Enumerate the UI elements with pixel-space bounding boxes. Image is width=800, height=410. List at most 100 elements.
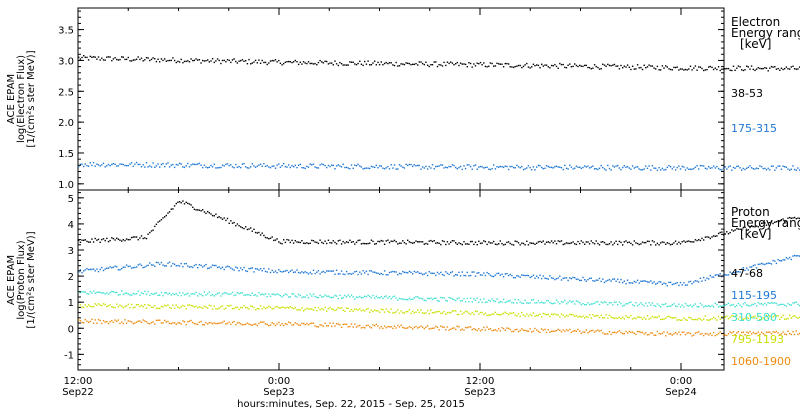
- data-point: [387, 62, 389, 65]
- data-point: [560, 63, 563, 66]
- data-point: [777, 304, 779, 306]
- data-point: [397, 65, 399, 67]
- data-point: [286, 306, 288, 308]
- data-point: [374, 271, 376, 273]
- data-point: [220, 322, 222, 324]
- data-point: [139, 263, 141, 265]
- data-point: [154, 293, 156, 295]
- data-point: [772, 316, 774, 318]
- data-point: [316, 271, 318, 273]
- data-point: [570, 278, 573, 280]
- data-point: [334, 273, 336, 275]
- data-point: [349, 296, 351, 298]
- data-point: [691, 241, 693, 243]
- data-point: [625, 315, 627, 317]
- data-point: [478, 63, 480, 65]
- data-point: [722, 334, 725, 336]
- data-point: [777, 67, 779, 70]
- data-point: [793, 302, 796, 304]
- data-point: [669, 244, 672, 246]
- data-point: [292, 242, 295, 244]
- data-point: [471, 240, 473, 243]
- data-point: [709, 332, 711, 335]
- data-point: [656, 303, 659, 305]
- data-point: [699, 302, 702, 305]
- data-point: [218, 216, 220, 218]
- data-point: [428, 65, 430, 68]
- data-point: [266, 295, 268, 298]
- data-point: [564, 277, 566, 279]
- data-point: [749, 330, 751, 333]
- data-point: [643, 316, 645, 319]
- data-point: [706, 68, 708, 71]
- data-point: [603, 64, 606, 66]
- data-point: [521, 311, 523, 314]
- data-point: [228, 305, 230, 307]
- data-point: [592, 314, 594, 316]
- data-point: [694, 65, 697, 67]
- data-point: [653, 67, 655, 69]
- data-point: [397, 324, 399, 327]
- data-point: [294, 59, 296, 62]
- data-point: [97, 303, 100, 305]
- data-point: [617, 243, 619, 246]
- data-point: [150, 230, 153, 232]
- data-point: [737, 228, 740, 230]
- data-point: [650, 169, 652, 171]
- data-point: [451, 164, 454, 166]
- data-point: [595, 168, 597, 170]
- data-point: [721, 275, 723, 278]
- data-point: [636, 305, 639, 307]
- data-point: [787, 168, 789, 170]
- data-point: [283, 62, 285, 65]
- data-point: [787, 217, 789, 219]
- data-point: [117, 319, 120, 321]
- data-point: [585, 315, 587, 318]
- data-point: [797, 317, 799, 319]
- data-point: [216, 167, 219, 169]
- data-point: [190, 304, 192, 307]
- data-point: [165, 163, 167, 165]
- data-point: [420, 168, 422, 170]
- data-point: [192, 321, 194, 324]
- data-point: [284, 241, 287, 244]
- data-point: [785, 66, 788, 68]
- data-point: [324, 306, 326, 308]
- data-point: [354, 298, 356, 300]
- data-point: [240, 267, 242, 269]
- data-point: [511, 330, 513, 333]
- data-point: [203, 305, 206, 307]
- data-point: [410, 326, 412, 329]
- data-point: [712, 68, 715, 71]
- data-point: [187, 162, 189, 165]
- data-point: [516, 240, 518, 243]
- data-point: [580, 240, 582, 242]
- data-point: [94, 165, 96, 167]
- data-point: [714, 302, 716, 304]
- data-point: [484, 65, 487, 68]
- data-point: [744, 317, 746, 320]
- data-point: [466, 297, 468, 300]
- data-point: [250, 267, 252, 270]
- data-point: [375, 164, 377, 167]
- data-point: [747, 229, 749, 231]
- data-point: [739, 228, 741, 230]
- data-point: [276, 305, 278, 308]
- data-point: [223, 292, 225, 294]
- data-point: [529, 302, 531, 304]
- data-point: [686, 69, 688, 71]
- data-point: [388, 295, 391, 298]
- data-point: [417, 271, 419, 273]
- data-point: [780, 168, 783, 170]
- data-point: [726, 334, 728, 337]
- ytick-label: 3.0: [58, 56, 74, 67]
- data-point: [350, 164, 353, 166]
- data-point: [789, 256, 791, 259]
- data-point: [173, 263, 176, 265]
- data-point: [440, 164, 442, 166]
- data-point: [676, 333, 678, 335]
- data-point: [253, 228, 255, 230]
- data-point: [147, 57, 149, 59]
- data-point: [334, 294, 336, 297]
- data-point: [755, 305, 758, 307]
